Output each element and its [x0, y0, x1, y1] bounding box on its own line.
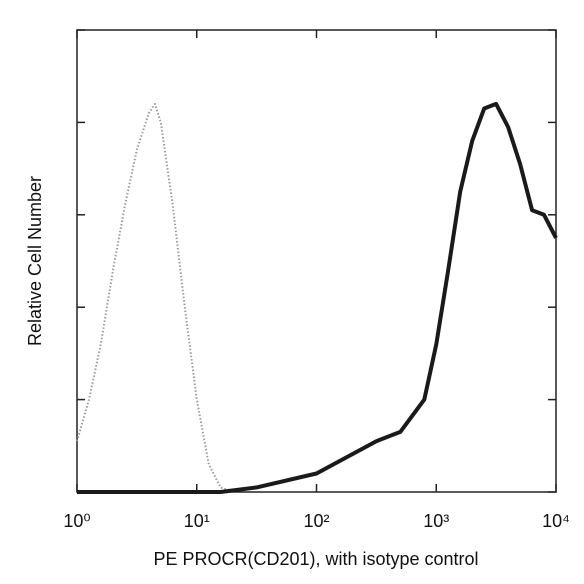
y-axis-label: Relative Cell Number — [25, 176, 45, 346]
histogram-line — [77, 101, 558, 494]
x-tick-label: 10¹ — [184, 511, 210, 531]
x-tick-label: 10⁰ — [63, 511, 90, 531]
plot-frame — [76, 29, 557, 493]
x-tick-label: 10⁴ — [542, 511, 570, 531]
x-tick-label: 10² — [303, 511, 329, 531]
histogram-line — [76, 102, 234, 493]
x-tick-label: 10³ — [423, 511, 449, 531]
x-axis-label: PE PROCR(CD201), with isotype control — [153, 549, 478, 569]
